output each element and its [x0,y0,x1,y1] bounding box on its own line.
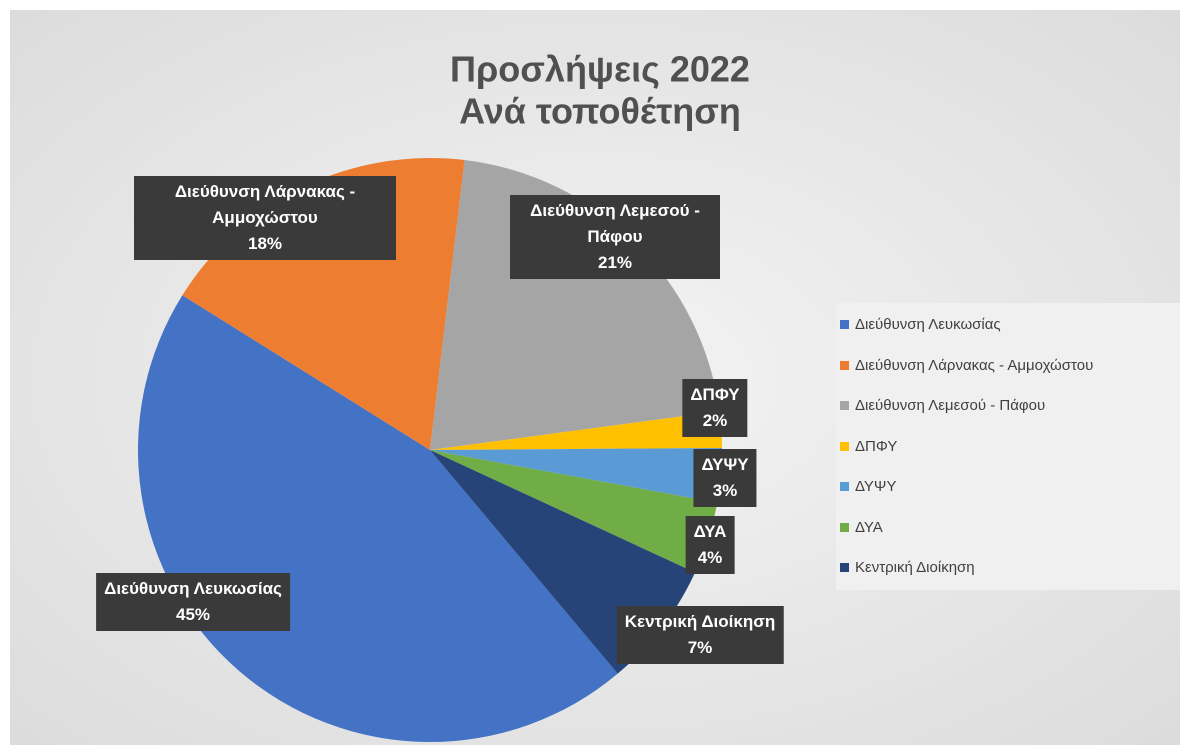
data-label: Διεύθυνση Λεμεσού - Πάφου 21% [510,195,720,279]
data-label-name: Διεύθυνση Λεμεσού - Πάφου [530,201,700,246]
legend-swatch [840,360,849,370]
legend-swatch [840,441,849,451]
legend-label: Διεύθυνση Λευκωσίας [855,316,1001,333]
data-label: Διεύθυνση Λευκωσίας 45% [96,573,290,631]
legend-label: Διεύθυνση Λεμεσού - Πάφου [855,397,1046,414]
legend-item: ΔΥΨΥ [840,478,896,495]
legend-label: Διεύθυνση Λάρνακας - Αμμοχώστου [855,356,1094,374]
data-label-name: ΔΥΨΥ [701,455,749,474]
legend-item: Διεύθυνση Λευκωσίας [840,316,1001,333]
legend-label: ΔΥΑ [855,518,883,536]
data-label: ΔΥΨΥ 3% [693,449,757,507]
legend-label: ΔΠΦΥ [855,437,898,455]
data-label: Κεντρική Διοίκηση 7% [616,606,784,664]
legend-swatch [840,482,849,491]
data-label-value: 4% [697,548,723,567]
chart-title: Προσλήψεις 2022 [450,49,750,90]
pie-slice [430,160,720,450]
pie-slice [430,450,718,573]
data-label: ΔΠΦΥ 2% [682,379,748,437]
data-label-name: Διεύθυνση Λευκωσίας [104,579,282,598]
data-label: Διεύθυνση Λάρνακας - Αμμοχώστου 18% [134,176,396,260]
data-label-value: 45% [175,605,211,624]
data-label-value: 18% [247,234,283,253]
legend-label: ΔΥΨΥ [855,478,897,495]
pie-slice [430,447,722,503]
data-label-name: Κεντρική Διοίκηση [624,612,776,631]
legend-label: Κεντρική Διοίκηση [855,559,975,576]
legend-item: Διεύθυνση Λάρνακας - Αμμοχώστου [840,357,1093,374]
data-label-name: Διεύθυνση Λάρνακας - Αμμοχώστου [174,182,356,227]
legend-item: ΔΠΦΥ [840,438,897,455]
legend-box [836,303,1180,590]
legend-swatch [840,563,849,572]
data-label-value: 2% [702,411,728,430]
pie-slice [430,411,722,450]
data-label-name: ΔΥΑ [693,522,727,541]
data-label: ΔΥΑ 4% [685,516,735,574]
legend-swatch [840,401,849,410]
data-label-value: 7% [687,638,713,657]
data-label-name: ΔΠΦΥ [690,385,740,404]
legend-item: Διεύθυνση Λεμεσού - Πάφου [840,397,1045,414]
legend-item: Κεντρική Διοίκηση [840,559,975,576]
legend-item: ΔΥΑ [840,519,883,536]
chart-title: Ανά τοποθέτηση [459,91,741,132]
legend-swatch [840,320,849,329]
legend-swatch [840,522,849,532]
data-label-value: 21% [597,253,633,272]
data-label-value: 3% [712,481,738,500]
